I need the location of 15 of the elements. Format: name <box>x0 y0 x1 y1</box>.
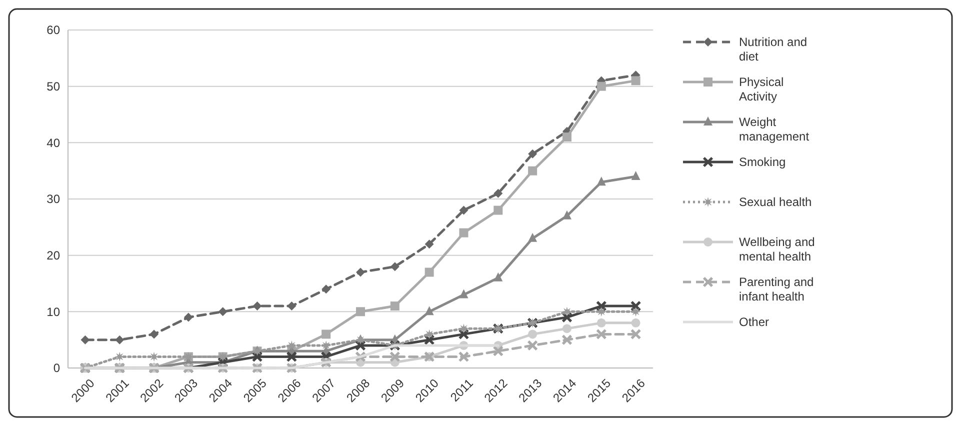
y-tick-label: 10 <box>46 304 60 319</box>
legend-label: Smoking <box>739 155 786 170</box>
y-tick-label: 50 <box>46 80 60 94</box>
y-tick-label: 20 <box>46 248 60 263</box>
y-tick-label: 30 <box>46 192 60 206</box>
legend-label: Physical Activity <box>739 75 784 104</box>
y-tick-label: 0 <box>53 361 60 376</box>
legend-label: Nutrition and diet <box>739 35 808 64</box>
legend-label: Parenting and infant health <box>739 275 814 304</box>
y-tick-label: 60 <box>46 23 60 38</box>
legend-label: Wellbeing and mental health <box>739 235 815 264</box>
legend-label: Weight management <box>739 115 810 144</box>
legend-label: Sexual health <box>739 195 812 210</box>
legend-label: Other <box>739 315 770 330</box>
y-tick-label: 40 <box>46 136 60 150</box>
